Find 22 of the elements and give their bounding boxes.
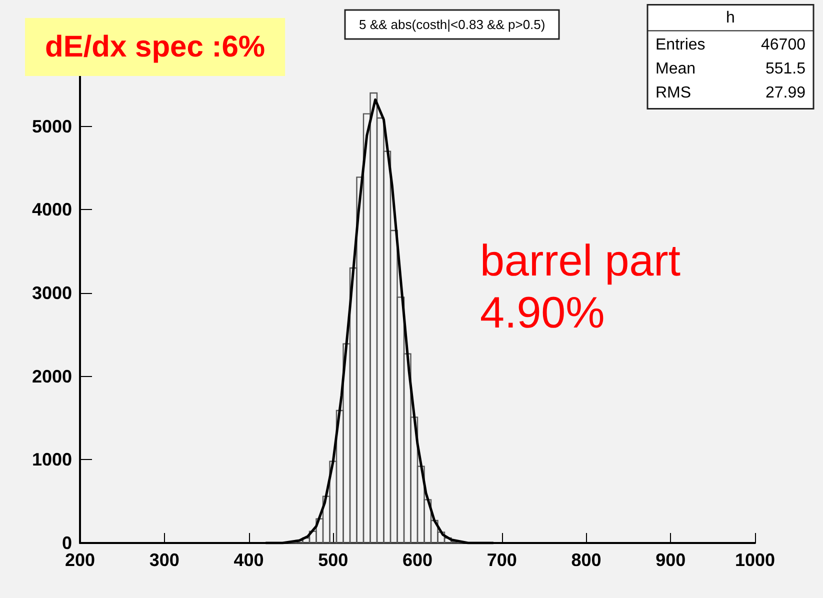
y-tick-label: 1000 [32,450,72,470]
text: Entries 46700 [656,36,806,54]
x-tick-label: 900 [656,550,686,570]
x-tick-label: 1000 [734,550,776,570]
text: Mean 551.5 [656,60,806,78]
y-tick-label: 0 [62,533,72,553]
y-tick-label: 5000 [32,116,72,136]
chart-subtitle: 5 && abs(costh|<0.83 && p>0.5) [359,17,546,32]
annotation: barrel part 4.90% [480,236,681,338]
x-tick-label: 200 [64,550,96,570]
text: h [726,9,735,26]
x-tick-label: 700 [486,550,517,570]
y-tick-label: 3000 [32,283,72,303]
text: RMS 27.99 [656,84,806,102]
x-tick-label: 500 [318,550,348,570]
chart-title: dE/dx spec :6% [45,30,266,64]
x-tick-label: 800 [571,550,602,570]
y-tick-label: 4000 [32,200,72,220]
x-tick-label: 300 [149,550,180,570]
x-tick-label: 400 [234,550,264,570]
y-tick-label: 2000 [32,366,72,386]
x-tick-label: 600 [402,550,433,570]
